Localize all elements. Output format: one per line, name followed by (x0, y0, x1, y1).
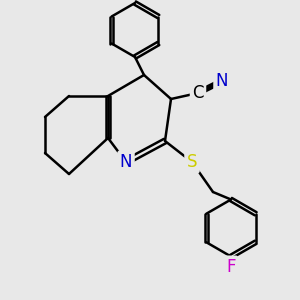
Text: F: F (226, 258, 236, 276)
Text: C: C (192, 84, 204, 102)
Text: S: S (187, 153, 197, 171)
Text: N: N (216, 72, 228, 90)
Text: N: N (120, 153, 132, 171)
